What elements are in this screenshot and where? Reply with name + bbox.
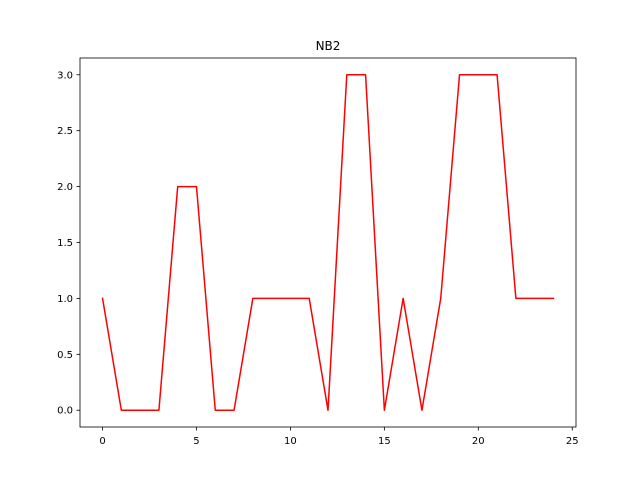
chart-title: NB2 [316,39,341,53]
series-line-0 [101,74,555,411]
x-tick-label-4: 20 [472,436,485,447]
y-tick-label-3: 1.5 [57,238,73,249]
y-tick-label-6: 3.0 [57,70,73,81]
x-tick-label-1: 5 [193,436,199,447]
y-tick-label-2: 1.0 [57,294,73,305]
x-tick-label-0: 0 [99,436,105,447]
x-tick-label-5: 25 [566,436,579,447]
y-tick-label-0: 0.0 [57,406,73,417]
y-tick-label-5: 2.5 [57,126,73,137]
plot-area: 0 5 10 15 20 25 0.0 0.5 1.0 1.5 2.0 2.5 3.0 [57,57,579,447]
x-tick-label-2: 10 [284,436,297,447]
y-tick-label-1: 0.5 [57,350,73,361]
y-tick-label-4: 2.0 [57,182,73,193]
x-tick-label-3: 15 [378,436,391,447]
